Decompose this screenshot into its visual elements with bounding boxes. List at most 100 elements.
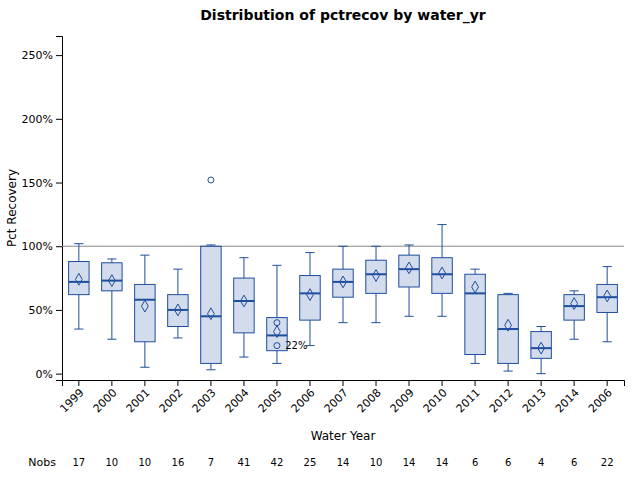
cap-upper (338, 246, 347, 247)
marks (62, 177, 624, 374)
x-tick: 2004 (223, 380, 252, 415)
x-tick-mark (607, 380, 608, 386)
whisker-upper (607, 267, 608, 285)
nobs-value: 6 (571, 457, 577, 468)
y-tick-mark (56, 374, 62, 375)
cap-lower (272, 363, 281, 364)
x-tick-label: 2005 (256, 386, 285, 415)
whisker-upper (541, 326, 542, 331)
cap-lower (206, 369, 215, 370)
x-tick-label: 2004 (223, 386, 252, 415)
box-group (531, 326, 551, 373)
x-tick-label: 2003 (190, 386, 219, 415)
whisker-lower (111, 291, 112, 339)
median (564, 305, 584, 307)
x-tick: 2006 (289, 380, 318, 415)
x-tick-label: 2006 (289, 386, 318, 415)
median (597, 296, 617, 298)
mean-marker (307, 289, 314, 301)
cap-upper (404, 244, 413, 245)
nobs-value: 42 (271, 457, 284, 468)
cap-lower (74, 329, 83, 330)
box-group (432, 225, 452, 317)
x-tick: 2009 (388, 380, 417, 415)
whisker-lower (409, 287, 410, 316)
nobs-value: 14 (436, 457, 449, 468)
whisker-upper (409, 245, 410, 255)
x-tick: 2010 (421, 380, 450, 415)
x-tick-mark (78, 380, 79, 386)
x-tick: 2003 (190, 380, 219, 415)
x-tick: 2007 (322, 380, 351, 415)
box-group (135, 255, 155, 367)
nobs-row: Nobs17101016741422514101414664622 (28, 456, 613, 469)
whisker-upper (78, 244, 79, 262)
y-tick-label: 150% (22, 177, 53, 190)
x-tick-label: 2013 (520, 386, 549, 415)
x-tick-mark (475, 380, 476, 386)
mean-marker (538, 342, 545, 354)
mean-marker (175, 304, 182, 316)
box (564, 295, 584, 320)
whisker-upper (177, 269, 178, 294)
nobs-value: 41 (238, 457, 251, 468)
y-tick-mark (56, 310, 62, 311)
y-tick-label: 250% (22, 49, 53, 62)
box-group (366, 246, 386, 322)
whisker-upper (276, 265, 277, 317)
nobs-value: 6 (472, 457, 478, 468)
box (69, 262, 89, 295)
x-tick: 2008 (355, 380, 384, 415)
y-tick: 50% (29, 304, 62, 317)
box (168, 295, 188, 327)
cap-lower (338, 322, 347, 323)
cap-upper (107, 258, 116, 259)
y-tick: 150% (22, 177, 62, 190)
x-tick-label: 2002 (157, 386, 186, 415)
mean-marker (571, 298, 578, 310)
y-tick: 100% (22, 240, 62, 253)
flier (208, 177, 214, 183)
x-tick: 2011 (454, 380, 483, 415)
x-tick-label: 2014 (553, 386, 582, 415)
x-tick-mark (111, 380, 112, 386)
y-axis-line (56, 37, 63, 381)
whisker-lower (541, 358, 542, 373)
mean-marker (439, 267, 446, 279)
nobs-value: 16 (172, 457, 185, 468)
mean-marker (274, 326, 281, 338)
y-tick: 200% (22, 113, 62, 126)
median (69, 281, 89, 283)
median (300, 292, 320, 294)
reference-line (62, 246, 624, 247)
nobs-label: Nobs (28, 456, 56, 469)
cap-lower (437, 316, 446, 317)
median (366, 273, 386, 275)
box-group (498, 293, 518, 371)
box-group (465, 269, 485, 363)
cap-lower (503, 371, 512, 372)
median (234, 300, 254, 302)
mean-marker (141, 300, 148, 312)
box (597, 284, 617, 312)
cap-upper (603, 266, 612, 267)
y-tick-label: 200% (22, 113, 53, 126)
mean-marker (241, 295, 248, 307)
nobs-value: 10 (370, 457, 383, 468)
mean-marker (108, 275, 115, 287)
x-tick-label: 2000 (91, 386, 120, 415)
cap-upper (74, 243, 83, 244)
x-tick-mark (276, 380, 277, 386)
box (333, 269, 353, 297)
x-tick-mark (144, 380, 145, 386)
x-tick: 2002 (157, 380, 186, 415)
box (465, 274, 485, 354)
cap-lower (107, 339, 116, 340)
mean-marker (604, 290, 611, 302)
y-tick-label: 0% (36, 368, 53, 381)
x-tick-label: 1999 (58, 386, 87, 415)
y-axis: 0% 50% 100% 150% 200% 250% (22, 37, 63, 381)
whisker-upper (376, 246, 377, 260)
whisker-upper (574, 291, 575, 295)
x-tick: 2000 (91, 380, 120, 415)
